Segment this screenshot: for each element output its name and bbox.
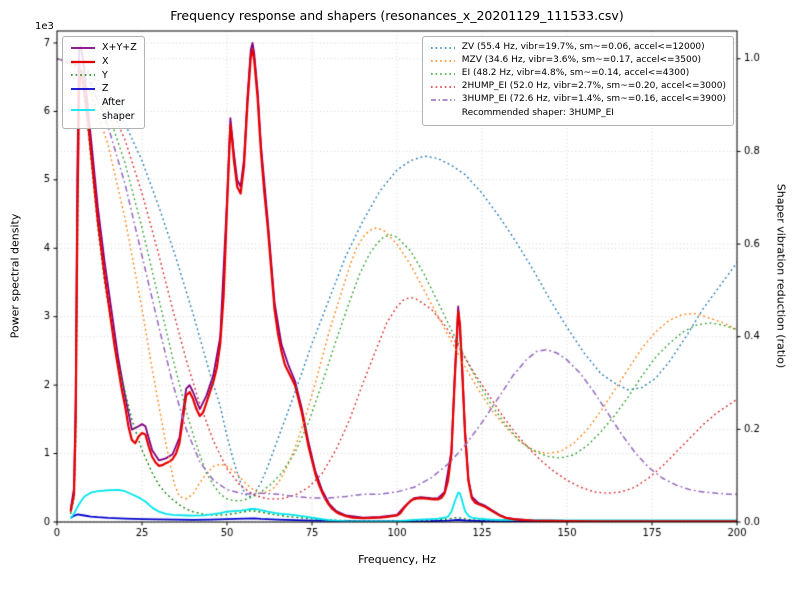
legend-item-after-shaper: After shaper: [70, 96, 137, 124]
zv-line-swatch-icon: [430, 46, 455, 49]
mzv-line-swatch-icon: [430, 59, 455, 62]
psd-legend: X+Y+Z X Y Z After shaper: [62, 36, 145, 129]
legend-label: 3HUMP_EI (72.6 Hz, vibr=1.4%, sm~=0.16, …: [461, 94, 726, 105]
legend-label: X: [102, 55, 109, 67]
chart-title: Frequency response and shapers (resonanc…: [170, 8, 624, 23]
ei-line-swatch-icon: [430, 72, 455, 75]
z-line-swatch-icon: [71, 88, 95, 91]
legend-label: Y: [102, 69, 108, 81]
legend-item-x: X: [70, 55, 137, 69]
legend-label: MZV (34.6 Hz, vibr=3.6%, sm~=0.17, accel…: [461, 55, 701, 66]
legend-item-ei: EI (48.2 Hz, vibr=4.8%, sm~=0.14, accel<…: [430, 67, 726, 80]
legend-item-3hump-ei: 3HUMP_EI (72.6 Hz, vibr=1.4%, sm~=0.16, …: [430, 93, 726, 106]
legend-item-x-y-z: X+Y+Z: [70, 41, 137, 55]
legend-label: 2HUMP_EI (52.0 Hz, vibr=2.7%, sm~=0.20, …: [461, 81, 726, 92]
legend-label: After shaper: [102, 97, 135, 122]
x-y-z-line-swatch-icon: [71, 46, 95, 49]
y-right-axis-label: Shaper vibration reduction (ratio): [774, 183, 788, 369]
2hump-ei-line-swatch-icon: [430, 85, 455, 88]
after-shaper-line-swatch-icon: [71, 108, 95, 111]
recommended-shaper-note: Recommended shaper: 3HUMP_EI: [461, 108, 614, 119]
3hump-ei-line-swatch-icon: [430, 99, 455, 101]
y-axis-multiplier: 1e3: [35, 21, 54, 32]
legend-item-zv: ZV (55.4 Hz, vibr=19.7%, sm~=0.06, accel…: [430, 41, 726, 54]
legend-item-mzv: MZV (34.6 Hz, vibr=3.6%, sm~=0.17, accel…: [430, 54, 726, 67]
y-left-axis-label: Power spectral density: [8, 213, 22, 339]
legend-label: EI (48.2 Hz, vibr=4.8%, sm~=0.14, accel<…: [461, 68, 690, 79]
legend-label: ZV (55.4 Hz, vibr=19.7%, sm~=0.06, accel…: [461, 42, 705, 52]
legend-item-z: Z: [70, 82, 137, 96]
x-axis-label: Frequency, Hz: [358, 553, 436, 566]
legend-item-2hump-ei: 2HUMP_EI (52.0 Hz, vibr=2.7%, sm~=0.20, …: [430, 80, 726, 93]
shaper-legend: ZV (55.4 Hz, vibr=19.7%, sm~=0.06, accel…: [421, 36, 734, 126]
legend-item-y: Y: [70, 69, 137, 83]
x-line-swatch-icon: [71, 60, 95, 63]
y-line-swatch-icon: [71, 74, 95, 77]
legend-label: Z: [102, 83, 109, 95]
legend-label: X+Y+Z: [102, 42, 137, 53]
